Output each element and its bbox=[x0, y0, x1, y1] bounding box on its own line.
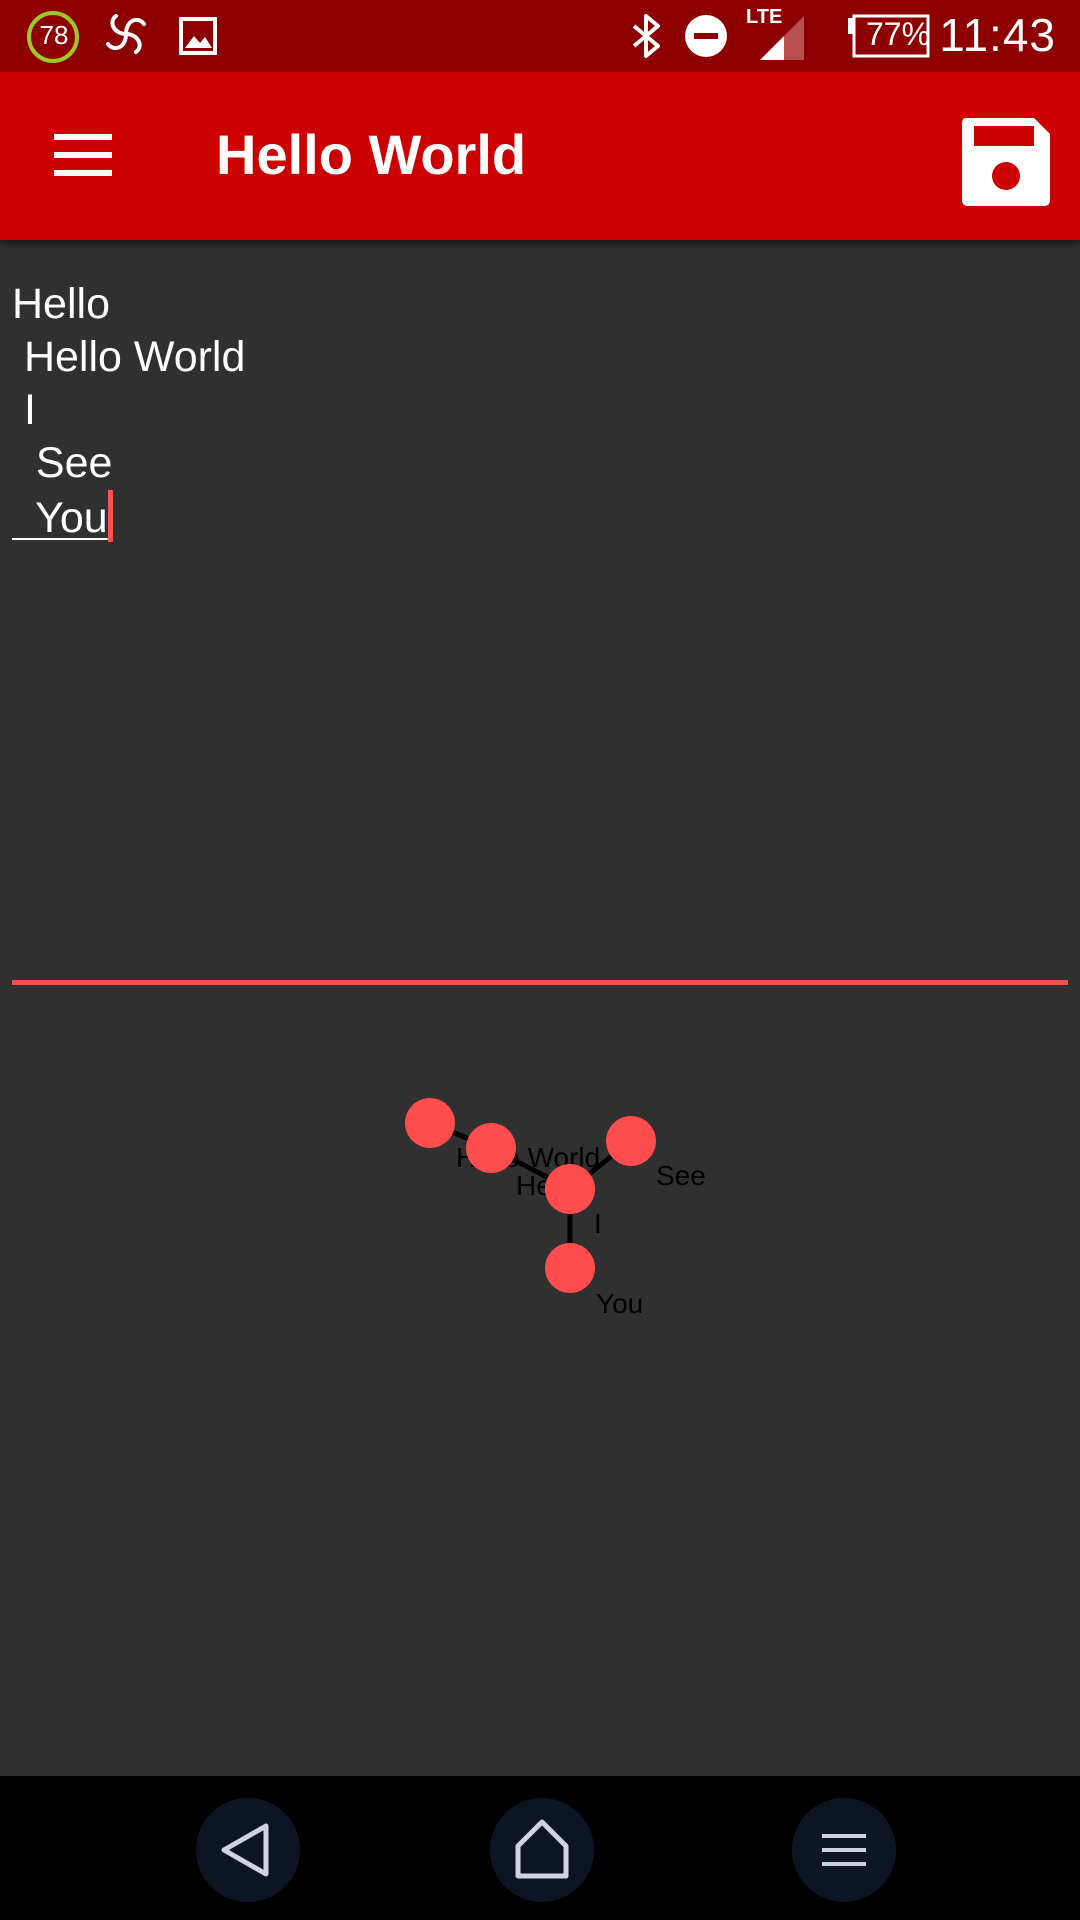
pinwheel-icon bbox=[106, 14, 146, 54]
text-cursor bbox=[107, 490, 113, 542]
graph-node-label: I bbox=[594, 1208, 602, 1239]
graph-node[interactable] bbox=[466, 1123, 516, 1173]
signal-icon bbox=[760, 16, 804, 60]
battery-level: 77% bbox=[866, 16, 931, 52]
home-icon bbox=[515, 1819, 569, 1879]
recents-button[interactable] bbox=[792, 1798, 896, 1902]
navigation-bar bbox=[0, 1776, 1080, 1920]
editor-line-text: You bbox=[12, 494, 108, 542]
page-title: Hello World bbox=[216, 123, 527, 186]
editor-line: See bbox=[12, 439, 113, 487]
back-icon bbox=[221, 1823, 269, 1877]
do-not-disturb-icon bbox=[685, 15, 727, 57]
graph-node[interactable] bbox=[545, 1243, 595, 1293]
tree-graph[interactable]: Hello World He See I You bbox=[0, 990, 1080, 1770]
editor-divider bbox=[12, 980, 1068, 985]
bluetooth-icon bbox=[632, 14, 660, 58]
editor-line: Hello World bbox=[12, 333, 246, 381]
save-icon[interactable] bbox=[956, 112, 1056, 212]
app-bar: Hello World bbox=[0, 72, 1080, 240]
hamburger-menu-icon[interactable] bbox=[30, 110, 138, 200]
recents-icon bbox=[822, 1834, 866, 1866]
back-button[interactable] bbox=[196, 1798, 300, 1902]
graph-node[interactable] bbox=[405, 1098, 455, 1148]
home-button[interactable] bbox=[490, 1798, 594, 1902]
editor-line: Hello bbox=[12, 280, 110, 328]
battery-icon bbox=[848, 14, 930, 58]
graph-node-label: You bbox=[596, 1288, 643, 1319]
network-type: LTE bbox=[746, 6, 783, 28]
text-editor[interactable]: Hello Hello World I See You bbox=[0, 270, 1080, 970]
graph-node-label: See bbox=[656, 1160, 706, 1191]
editor-line: I bbox=[12, 386, 36, 434]
graph-node[interactable] bbox=[606, 1116, 656, 1166]
editor-line-active: You bbox=[12, 490, 113, 545]
image-icon bbox=[179, 17, 217, 55]
circle-count-icon bbox=[27, 11, 79, 63]
status-bar: 78 LTE 77% 11:43 bbox=[0, 0, 1080, 72]
graph-node[interactable] bbox=[545, 1164, 595, 1214]
status-time: 11:43 bbox=[939, 9, 1056, 61]
notification-count: 78 bbox=[39, 20, 69, 50]
